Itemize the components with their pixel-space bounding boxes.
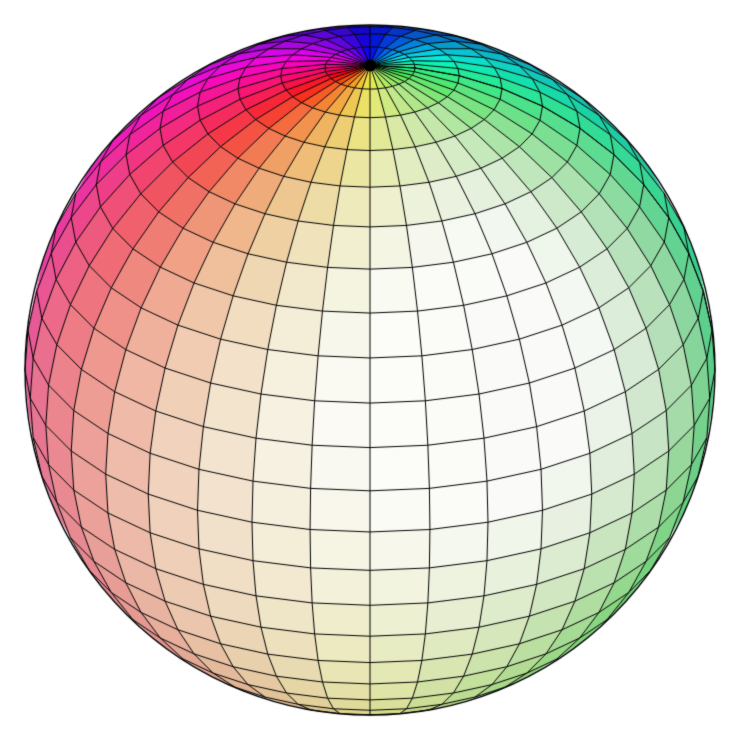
sphere-canvas — [0, 0, 740, 735]
sphere-diagram — [0, 0, 740, 735]
